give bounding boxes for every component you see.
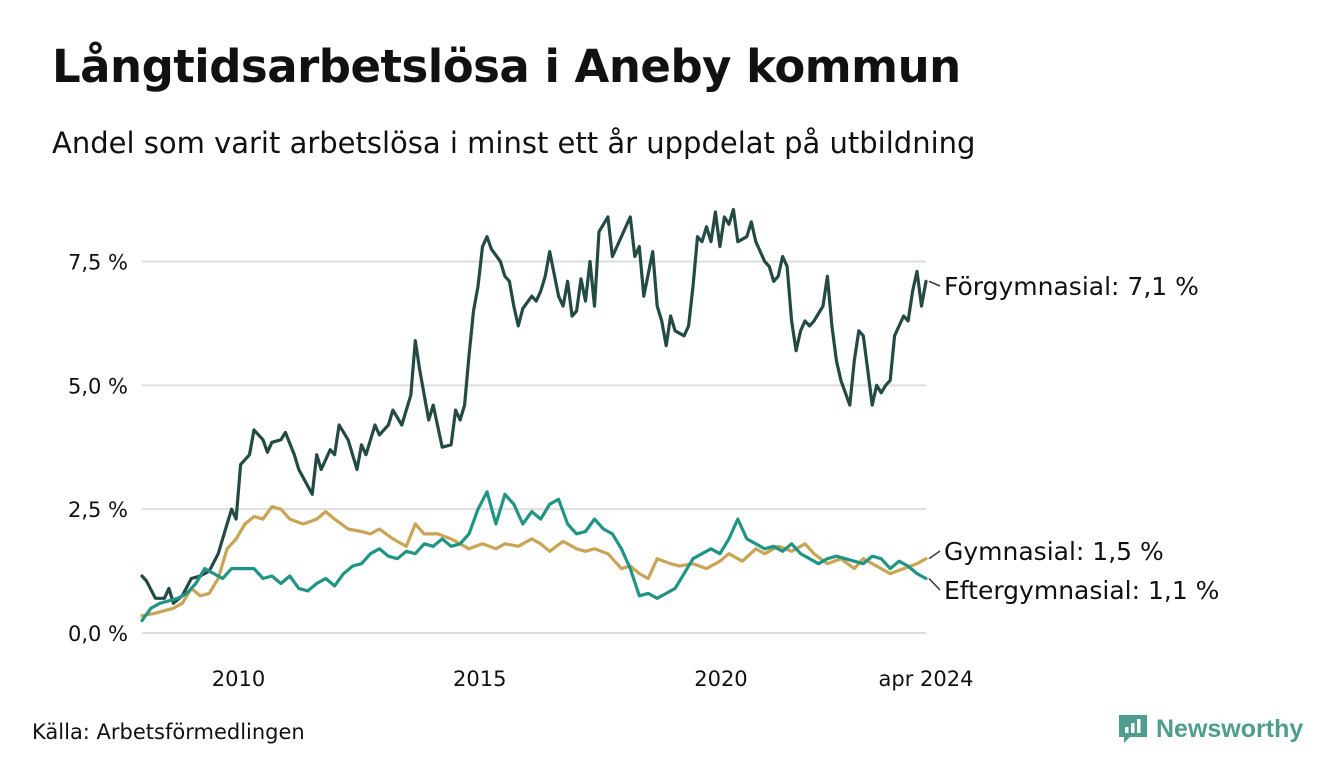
end-label-leader	[928, 577, 941, 591]
series-line-1	[140, 505, 928, 618]
newsworthy-logo-icon	[1119, 715, 1147, 743]
series-end-label: Förgymnasial: 7,1 %	[944, 272, 1199, 301]
series-line-0	[140, 207, 928, 605]
gridlines	[142, 260, 926, 634]
series-end-label: Eftergymnasial: 1,1 %	[944, 576, 1219, 605]
y-tick-label: 2,5 %	[68, 498, 128, 522]
source-note: Källa: Arbetsförmedlingen	[32, 720, 305, 744]
brand-name: Newsworthy	[1156, 714, 1304, 743]
x-tick-label: apr 2024	[879, 667, 974, 691]
end-label-leader	[928, 280, 941, 287]
y-axis-ticks: 0,0 % 2,5 % 5,0 % 7,5 %	[68, 250, 128, 646]
x-tick-label: 2010	[212, 667, 265, 691]
end-label-leader	[928, 550, 941, 560]
line-chart: 0,0 % 2,5 % 5,0 % 7,5 % 2010 2015 2020 apr 202…	[68, 207, 1219, 691]
series-lines	[140, 207, 928, 623]
y-tick-label: 7,5 %	[68, 250, 128, 274]
chart-subtitle: Andel som varit arbetslösa i minst ett å…	[52, 126, 976, 160]
series-end-labels: Förgymnasial: 7,1 % Gymnasial: 1,5 % Efter…	[928, 272, 1219, 605]
brand-logo: Newsworthy	[1118, 714, 1303, 744]
x-tick-label: 2020	[694, 667, 747, 691]
chart-title: Långtidsarbetslösa i Aneby kommun	[52, 40, 961, 93]
y-tick-label: 5,0 %	[68, 374, 128, 398]
x-tick-label: 2015	[453, 667, 506, 691]
series-line-2	[140, 490, 928, 623]
x-axis-ticks: 2010 2015 2020 apr 2024	[212, 667, 974, 691]
y-tick-label: 0,0 %	[68, 622, 128, 646]
series-end-label: Gymnasial: 1,5 %	[944, 537, 1164, 566]
